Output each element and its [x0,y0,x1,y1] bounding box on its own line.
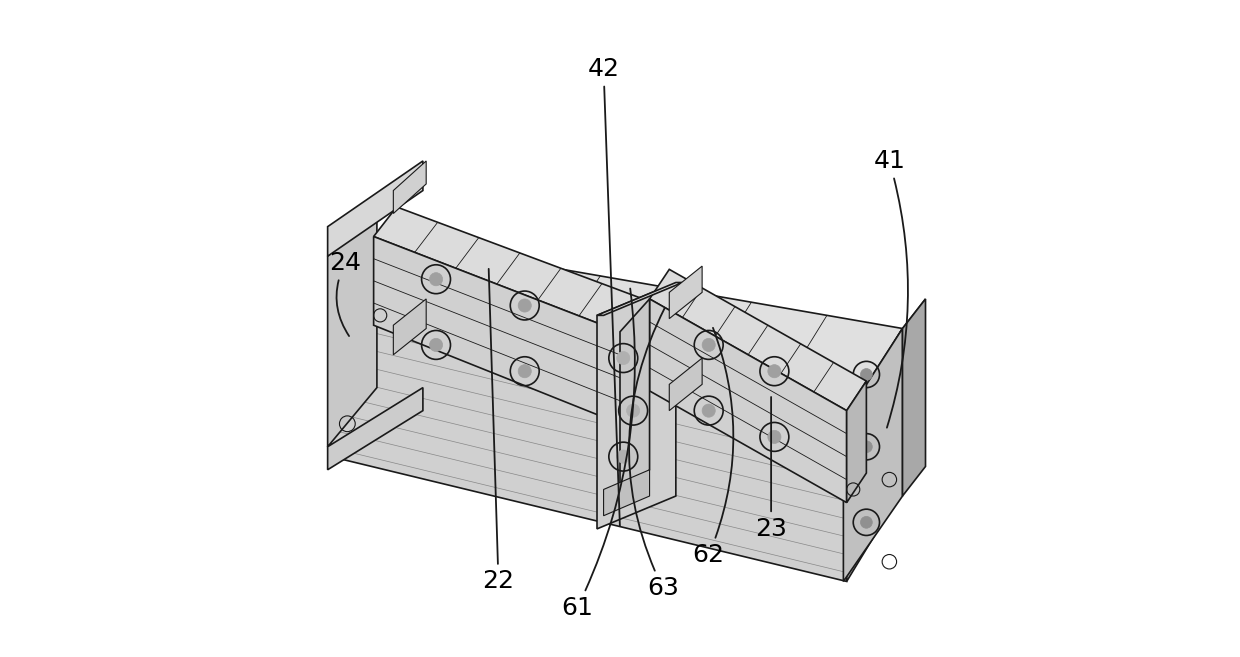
Text: 24: 24 [330,251,361,336]
Circle shape [518,299,531,312]
Circle shape [626,404,640,417]
Circle shape [861,516,872,528]
Polygon shape [373,207,644,332]
Circle shape [702,404,715,417]
Polygon shape [393,299,427,355]
Text: 41: 41 [873,149,908,428]
Polygon shape [596,283,682,315]
Polygon shape [596,283,676,529]
Circle shape [518,365,531,378]
Polygon shape [604,470,650,516]
Circle shape [861,369,872,380]
Circle shape [429,338,443,351]
Polygon shape [670,266,702,319]
Polygon shape [650,269,867,411]
Polygon shape [327,388,423,470]
Circle shape [702,338,715,351]
Polygon shape [373,237,620,424]
Circle shape [429,273,443,286]
Polygon shape [331,296,847,581]
Polygon shape [650,299,847,503]
Circle shape [616,450,630,463]
Text: 62: 62 [693,328,733,567]
Text: 61: 61 [562,288,635,620]
Polygon shape [327,161,423,256]
Polygon shape [670,358,702,411]
Polygon shape [620,299,650,499]
Polygon shape [620,299,644,424]
Circle shape [616,351,630,365]
Circle shape [861,441,872,453]
Circle shape [768,365,781,378]
Polygon shape [843,299,925,420]
Text: 42: 42 [588,57,620,526]
Text: 23: 23 [755,397,787,541]
Polygon shape [847,381,867,503]
Text: 22: 22 [482,269,515,593]
Polygon shape [327,197,377,447]
Circle shape [768,430,781,443]
Polygon shape [331,237,373,457]
Polygon shape [847,328,903,581]
Polygon shape [903,299,925,496]
Text: 63: 63 [629,308,678,600]
Polygon shape [393,161,427,214]
Polygon shape [331,237,903,420]
Polygon shape [843,328,903,581]
